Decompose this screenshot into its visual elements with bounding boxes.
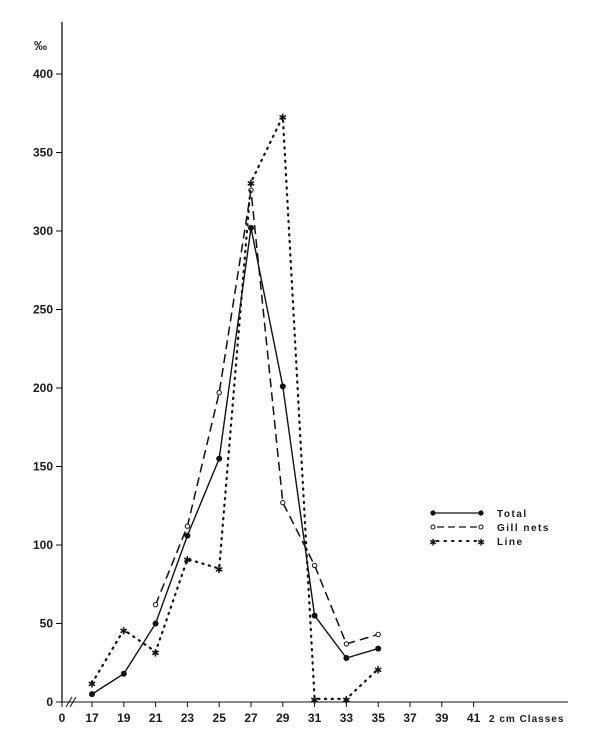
y-ticks: 0 50 100 150 200 250 300 350 400	[33, 67, 62, 709]
data-point	[216, 455, 223, 462]
data-point	[279, 383, 286, 390]
data-point: ✱	[183, 553, 191, 568]
filled-circle-icon	[478, 510, 484, 516]
data-point	[152, 601, 159, 608]
data-point	[311, 612, 318, 619]
series-line: ✱ ✱ ✱ ✱ ✱ ✱ ✱ ✱ ✱ ✱	[88, 110, 382, 707]
legend: Total Gill nets ✱ ✱ Line	[429, 509, 550, 549]
y-tick-label: 50	[40, 617, 54, 631]
x-tick-label: 25	[213, 711, 227, 725]
y-axis-unit: ‰	[34, 38, 47, 53]
data-point	[375, 631, 381, 638]
data-point	[248, 224, 254, 231]
y-tick-label: 300	[33, 224, 53, 238]
y-tick-label: 250	[33, 303, 53, 317]
open-circle-icon	[478, 524, 484, 530]
data-point	[89, 691, 95, 698]
data-point: ✱	[215, 562, 223, 577]
x-tick-label: 27	[244, 711, 258, 725]
x-tick-label: 19	[117, 711, 131, 725]
y-tick-label: 350	[33, 146, 53, 160]
x-tick-label: 29	[276, 711, 290, 725]
data-point: ✱	[311, 692, 319, 707]
open-circle-icon	[430, 524, 436, 530]
legend-item-total: Total	[430, 509, 528, 520]
x-ticks: 0 17 19 21 23 25 27 29 31 33 35 37 39 41	[59, 702, 481, 725]
axis-break-icon	[65, 696, 77, 708]
star-icon: ✱	[477, 535, 484, 549]
data-point: ✱	[279, 110, 287, 125]
data-point: ✱	[342, 692, 350, 707]
x-tick-label: 37	[403, 711, 417, 725]
x-axis-title: 2 cm Classes	[489, 714, 564, 725]
data-point: ✱	[374, 663, 382, 678]
x-tick-label: 33	[340, 711, 354, 725]
data-point	[216, 390, 222, 396]
series-total	[89, 224, 382, 698]
data-point	[152, 620, 159, 627]
data-point	[343, 641, 350, 647]
data-point: ✱	[88, 677, 96, 692]
x-tick-label: 23	[181, 711, 195, 725]
data-point: ✱	[247, 176, 255, 191]
data-point	[184, 523, 191, 529]
data-point	[280, 499, 286, 506]
data-point: ✱	[152, 645, 160, 660]
y-tick-label: 400	[33, 67, 53, 81]
x-tick-label: 0	[59, 711, 66, 725]
x-tick-label: 17	[85, 711, 99, 725]
plot-area: ✱ ✱ ✱ ✱ ✱ ✱ ✱ ✱ ✱ ✱	[88, 110, 382, 707]
x-tick-label: 39	[435, 711, 449, 725]
data-point	[311, 562, 318, 569]
data-point	[120, 670, 127, 677]
star-icon: ✱	[429, 535, 436, 549]
data-point: ✱	[120, 623, 128, 638]
data-point	[343, 655, 350, 662]
x-tick-label: 35	[372, 711, 386, 725]
legend-label-total: Total	[497, 509, 528, 520]
legend-label-gill-nets: Gill nets	[497, 523, 550, 534]
y-tick-label: 100	[33, 538, 53, 552]
data-point	[184, 532, 191, 539]
data-point	[375, 645, 382, 652]
series-gill-nets	[152, 187, 381, 647]
x-tick-label: 41	[467, 711, 481, 725]
legend-label-line: Line	[497, 537, 524, 548]
filled-circle-icon	[430, 510, 436, 516]
y-tick-label: 150	[33, 460, 53, 474]
legend-item-line: ✱ ✱ Line	[429, 535, 524, 549]
x-tick-label: 31	[308, 711, 322, 725]
y-tick-label: 200	[33, 381, 53, 395]
y-tick-label: 0	[46, 695, 53, 709]
x-tick-label: 21	[149, 711, 163, 725]
legend-item-gill-nets: Gill nets	[430, 523, 550, 534]
